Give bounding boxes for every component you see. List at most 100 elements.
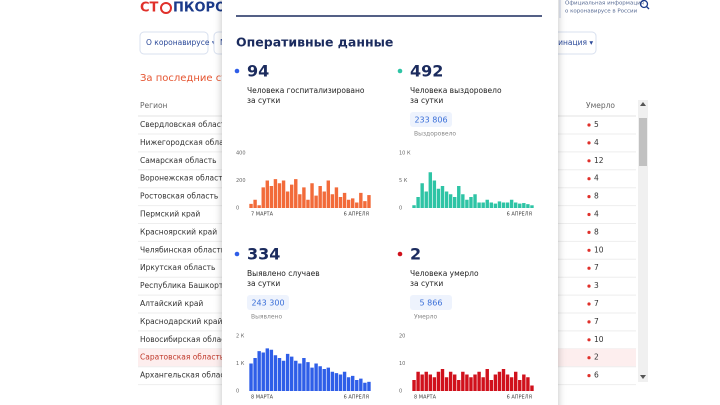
bar: [281, 180, 286, 208]
y-tick-label: 20: [399, 334, 405, 340]
bar: [302, 358, 306, 391]
y-tick-label: 0: [236, 206, 239, 212]
region-name: Самарская область: [140, 156, 217, 165]
scrollbar-thumb[interactable]: [639, 118, 647, 166]
search-icon[interactable]: [639, 0, 649, 9]
bar: [481, 377, 485, 391]
death-bullet: [587, 302, 591, 306]
stat-value: 94: [247, 62, 269, 81]
death-count: 10: [594, 335, 604, 344]
bar: [497, 201, 502, 208]
scroll-up[interactable]: [640, 102, 646, 106]
stat-label: за сутки: [410, 279, 443, 288]
bar: [436, 371, 441, 391]
bar: [314, 363, 318, 391]
modal: Оперативные данные 94 Человека госпитализи…: [222, 0, 558, 405]
death-bullet: [587, 230, 591, 234]
region-name: Краснодарский край: [140, 317, 223, 326]
y-tick-label: 10 К: [399, 151, 411, 157]
nav-button-label: цинация ▾: [553, 38, 593, 47]
region-name: Воронежская область: [140, 174, 227, 183]
death-count: 7: [594, 317, 599, 326]
logo-red: СТ: [140, 1, 159, 16]
death-bullet: [587, 195, 591, 199]
death-bullet: [587, 284, 591, 288]
stat-dot: [234, 251, 240, 257]
total-value: 5 866: [420, 299, 443, 308]
bar: [298, 363, 302, 391]
bar: [473, 374, 477, 391]
bar: [257, 351, 261, 391]
bar: [253, 199, 257, 208]
bar: [346, 377, 351, 391]
bar: [526, 204, 530, 208]
death-count: 4: [594, 138, 599, 147]
death-count: 2: [594, 353, 599, 362]
bar: [440, 369, 445, 391]
bar: [281, 360, 286, 391]
bar: [342, 371, 347, 391]
y-tick-label: 5 К: [399, 178, 408, 184]
section-title: За последние сутк: [140, 73, 239, 84]
bar: [318, 366, 322, 391]
bar: [477, 371, 481, 391]
death-count: 7: [594, 299, 599, 308]
bar: [298, 194, 302, 208]
search-icon-handle: [646, 6, 650, 10]
bar: [306, 199, 310, 208]
stat-value: 2: [410, 245, 421, 264]
bar: [261, 352, 265, 391]
bar: [424, 371, 428, 391]
bar: [363, 201, 367, 208]
bar: [367, 381, 371, 391]
bar: [428, 172, 433, 208]
death-bullet: [587, 248, 591, 252]
bar: [501, 202, 506, 208]
x-tick-label: 6 АПРЕЛЯ: [344, 212, 369, 218]
bar: [465, 374, 469, 391]
scroll-down[interactable]: [640, 375, 646, 379]
bar: [326, 367, 331, 391]
bar: [489, 380, 494, 391]
death-bullet: [587, 374, 591, 378]
bar: [326, 180, 331, 208]
bar: [505, 374, 510, 391]
bar: [518, 203, 522, 208]
bar: [257, 205, 261, 208]
death-count: 8: [594, 192, 599, 201]
bar: [505, 202, 510, 208]
x-tick-label: 6 АПРЕЛЯ: [507, 395, 532, 401]
total-box: [410, 112, 452, 127]
bar: [249, 203, 253, 208]
bar: [420, 374, 424, 391]
death-bullet: [587, 177, 591, 181]
bar: [285, 353, 290, 391]
stat-label: за сутки: [247, 279, 280, 288]
bar: [359, 378, 363, 391]
header-info: о коронавирусе в России: [565, 9, 638, 15]
stat-label: Человека госпитализировано: [247, 86, 365, 95]
bar: [416, 197, 420, 208]
bar: [448, 194, 453, 208]
region-name: Иркутская область: [140, 263, 215, 272]
region-name: Новосибирская область: [140, 335, 234, 344]
death-bullet: [587, 212, 591, 217]
bar: [509, 377, 514, 391]
y-tick-label: 400: [236, 151, 246, 157]
bar: [444, 377, 449, 391]
region-name: Челябинская область: [140, 245, 225, 254]
bar: [277, 183, 282, 208]
nav-button[interactable]: [139, 31, 209, 55]
stat-dot: [397, 68, 403, 74]
bar: [530, 205, 534, 208]
region-name: Свердловская область: [140, 120, 230, 129]
y-tick-label: 0: [399, 389, 402, 395]
stat-value: 334: [247, 245, 280, 264]
bar: [334, 187, 339, 208]
stat-label: за сутки: [247, 96, 280, 105]
stat-label: Человека умерло: [410, 269, 479, 278]
death-bullet: [587, 123, 591, 127]
